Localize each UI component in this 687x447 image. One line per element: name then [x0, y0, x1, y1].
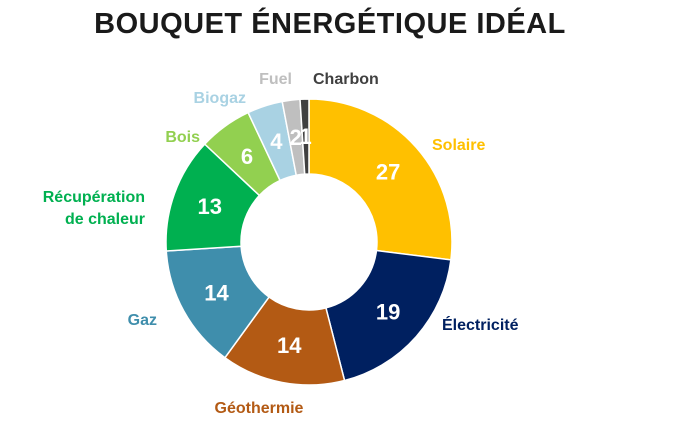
value-label-recuperation-de-chaleur: 13 — [197, 194, 221, 219]
donut-category-labels: Solaire Électricité Géothermie Gaz Récupérat… — [43, 71, 519, 417]
category-label-charbon: Charbon — [313, 71, 379, 88]
chart-title: BOUQUET ÉNERGÉTIQUE IDÉAL — [94, 8, 566, 40]
donut-value-labels: 27 19 14 14 13 64 21 — [197, 124, 400, 358]
category-label-bois: Bois — [165, 129, 200, 146]
slice-electricite — [324, 249, 452, 382]
value-label-geothermie: 14 — [277, 333, 302, 358]
category-label-electricite: Électricité — [442, 315, 519, 334]
value-label-fuel: 2 — [290, 125, 302, 150]
value-label-biogaz: 4 — [270, 129, 283, 154]
slice-solaire — [308, 98, 453, 261]
donut-slices — [165, 98, 453, 386]
value-label-charbon: 1 — [300, 124, 312, 149]
value-label-gaz: 14 — [204, 280, 229, 305]
category-label-recuperation-de-chaleur: Récupération de chaleur — [43, 189, 145, 228]
category-label-solaire: Solaire — [432, 137, 485, 154]
slice-charbon — [299, 98, 310, 175]
value-label-solaire: 27 — [376, 160, 400, 185]
category-label-gaz: Gaz — [128, 312, 157, 329]
value-label-bois: 6 — [241, 144, 253, 169]
value-label-electricite: 19 — [376, 299, 400, 324]
category-label-geothermie: Géothermie — [215, 400, 304, 417]
category-label-fuel: Fuel — [259, 71, 292, 88]
category-label-biogaz: Biogaz — [194, 90, 246, 107]
